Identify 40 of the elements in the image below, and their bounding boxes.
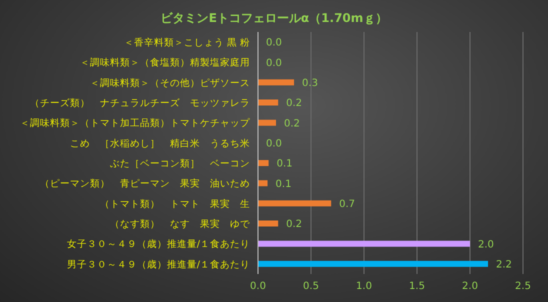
x-tick-label: 2.5 [515,281,531,292]
data-label: 2.2 [496,259,512,270]
y-tick-label: ＜調味料類＞（その他）ピザソース [90,76,250,89]
bar [258,240,470,247]
y-tick-label: （トマト類） トマト 果実 生 [100,198,250,210]
y-tick-label: ＜調味料類＞（トマト加工品類）トマトケチャップ [20,117,251,130]
y-tick-label: （なす類） なす 果実 ゆで [110,218,251,230]
bar [258,79,294,86]
y-tick-label: ぶた［ベーコン類］ ベーコン [110,157,250,170]
bar [258,100,278,106]
chart-title: ビタミンEトコフェロールα（1.70mｇ） [160,10,388,27]
data-label: 0.2 [286,219,302,230]
data-label: 0.1 [276,158,293,170]
x-tick-label: 0.0 [250,281,266,292]
data-label: 0.1 [276,178,292,190]
bar [258,260,488,267]
y-tick-label: ＜香辛料類＞こしょう 黒 粉 [124,36,250,48]
bar [258,220,278,227]
x-tick-label: 1.0 [356,281,372,292]
data-label: 0.3 [302,78,318,89]
y-tick-label: こめ ［水稲めし］ 精白米 うるち米 [70,137,250,150]
data-label: 0.0 [266,58,282,69]
y-tick-label: （チーズ類） ナチュラルチーズ モッツァレラ [30,96,250,109]
data-label: 2.0 [478,239,494,250]
y-tick-label: 男子３０～４９（歳）推進量/１食あたり [66,258,250,270]
data-label: 0.2 [284,118,300,130]
bar [258,200,332,206]
x-tick-label: 0.5 [303,281,319,292]
data-label: 0.0 [266,38,282,49]
y-tick-label: ＜調味料類＞（食塩類）精製塩家庭用 [80,56,250,69]
bar [258,160,269,166]
x-tick-label: 1.5 [409,281,425,292]
y-tick-label: 女子３０～４９（歳）推進量/１食あたり [66,238,250,250]
y-tick-label: （ピーマン類） 青ピーマン 果実 油いため [40,178,250,190]
data-label: 0.2 [286,98,302,110]
bar [258,180,268,186]
x-tick-label: 2.0 [462,281,478,292]
bar [258,120,276,126]
data-label: 0.7 [339,198,356,210]
data-label: 0.0 [266,138,282,150]
